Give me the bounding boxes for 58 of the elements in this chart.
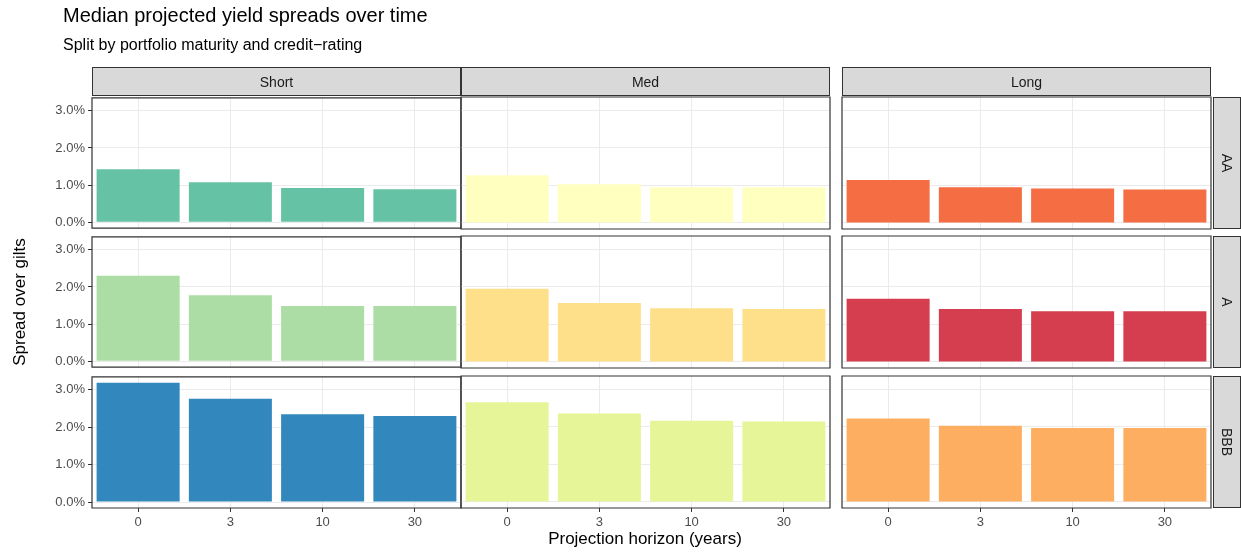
chart-subtitle: Split by portfolio maturity and credit−rating xyxy=(63,36,363,54)
x-tick-label: 0 xyxy=(134,514,142,530)
text: Med xyxy=(461,67,830,96)
x-tick-label: 3 xyxy=(595,514,603,530)
bar xyxy=(465,402,549,502)
x-tick-label: 3 xyxy=(226,514,234,530)
y-tick-label: 3.0% xyxy=(55,381,86,397)
x-tick-label: 10 xyxy=(1065,514,1080,530)
text: Long xyxy=(842,67,1211,96)
y-tick-label: 0.0% xyxy=(55,493,86,509)
x-tick-label: 30 xyxy=(1157,514,1173,530)
x-tick-label: 10 xyxy=(315,514,330,530)
bar xyxy=(650,308,734,362)
bar xyxy=(96,382,180,502)
text: AA xyxy=(1219,153,1235,173)
bar xyxy=(281,414,365,502)
x-tick-label: 30 xyxy=(407,514,423,530)
bar xyxy=(188,295,272,361)
chart-title: Median projected yield spreads over time xyxy=(63,4,428,27)
y-axis-title: Spread over gilts xyxy=(10,237,30,368)
x-tick-label: 0 xyxy=(884,514,892,530)
x-tick-label: 10 xyxy=(684,514,699,530)
bar xyxy=(188,182,272,222)
y-tick-label: 2.0% xyxy=(55,418,86,434)
y-tick-label: 1.0% xyxy=(55,456,86,472)
y-tick-label: 1.0% xyxy=(55,315,86,331)
bar xyxy=(846,180,930,223)
x-tick-label: 0 xyxy=(503,514,511,530)
y-tick-label: 3.0% xyxy=(55,102,86,118)
bar xyxy=(1031,188,1115,223)
bar xyxy=(281,188,365,222)
y-tick-label: 0.0% xyxy=(55,352,86,368)
text: Short xyxy=(92,67,461,96)
text: A xyxy=(1219,297,1235,307)
bar xyxy=(96,275,180,361)
x-axis-title: Projection horizon (years) xyxy=(547,529,743,549)
bar xyxy=(742,421,826,502)
y-tick-label: 2.0% xyxy=(55,139,86,155)
bar xyxy=(373,416,457,502)
bar xyxy=(938,187,1022,223)
bar xyxy=(650,420,734,502)
bar xyxy=(281,305,365,361)
y-tick-label: 2.0% xyxy=(55,278,86,294)
bar xyxy=(373,189,457,222)
y-tick-label: 0.0% xyxy=(55,213,86,229)
bar xyxy=(373,305,457,361)
bar xyxy=(465,288,549,362)
bar xyxy=(96,169,180,222)
y-tick-label: 1.0% xyxy=(55,176,86,192)
bar xyxy=(557,413,641,502)
bar xyxy=(557,302,641,362)
x-tick-label: 3 xyxy=(976,514,984,530)
bar xyxy=(188,398,272,502)
x-tick-label: 30 xyxy=(776,514,792,530)
bar xyxy=(742,308,826,362)
y-tick-label: 3.0% xyxy=(55,241,86,257)
bar xyxy=(1123,189,1207,223)
text: BBB xyxy=(1219,427,1236,457)
